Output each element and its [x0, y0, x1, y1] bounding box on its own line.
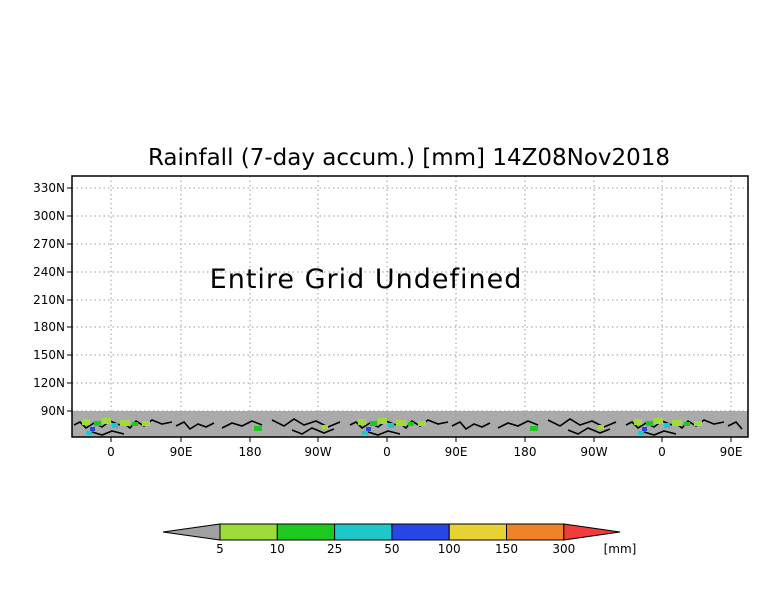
rain-patch [634, 419, 642, 425]
coastline [643, 430, 677, 436]
rain-patch [638, 431, 644, 435]
rain-patch [358, 419, 366, 425]
rain-patch [90, 427, 95, 431]
rain-patch [418, 421, 426, 426]
colorbar-label: 100 [438, 542, 461, 556]
rain-patch [102, 418, 111, 424]
coastline [291, 427, 335, 435]
rain-patch [684, 422, 690, 426]
rain-patch [396, 420, 406, 426]
rain-patch [598, 425, 604, 429]
rain-patch [654, 418, 663, 424]
y-tick-label: 180N [33, 320, 65, 334]
x-tick-label: 90E [445, 445, 468, 459]
chart-title: Rainfall (7-day accum.) [mm] 14Z08Nov201… [148, 145, 670, 171]
rain-patch [664, 423, 670, 428]
x-tick-label: 90E [720, 445, 743, 459]
y-tick-label: 150N [33, 348, 65, 362]
y-tick-label: 330N [33, 181, 65, 195]
colorbar-label: 25 [327, 542, 342, 556]
x-tick-label: 180 [514, 445, 537, 459]
y-tick-label: 210N [33, 293, 65, 307]
colorbar: 5 10 25 50 100 150 300 [mm] [162, 523, 637, 556]
coastline [727, 421, 743, 430]
rain-patch [86, 431, 92, 435]
rain-patch [694, 421, 702, 426]
coastline [567, 427, 611, 435]
y-tick-label: 120N [33, 376, 65, 390]
y-tick-label: 300N [33, 209, 65, 223]
colorbar-swatch [334, 523, 393, 541]
colorbar-swatch [219, 523, 278, 541]
coastline [175, 421, 215, 431]
colorbar-label: 5 [216, 542, 224, 556]
rain-patch [378, 418, 387, 424]
rain-patch [112, 423, 118, 428]
x-tick-label: 90W [580, 445, 607, 459]
undefined-grid-message: Entire Grid Undefined [210, 264, 523, 295]
coastline [367, 430, 401, 436]
rain-patch [120, 420, 130, 426]
y-tick-label: 240N [33, 265, 65, 279]
rain-patch [642, 427, 647, 431]
coastline [91, 430, 125, 436]
rain-patch [142, 421, 150, 426]
colorbar-swatch [448, 523, 508, 541]
colorbar-label: 300 [552, 542, 575, 556]
x-tick-label: 0 [658, 445, 666, 459]
x-tick-label: 0 [107, 445, 115, 459]
colorbar-swatch [276, 523, 336, 541]
x-tick-label: 90W [304, 445, 331, 459]
colorbar-swatch [506, 523, 565, 541]
rain-patch [82, 419, 90, 425]
rain-patch [408, 422, 414, 426]
rain-patch [388, 423, 394, 428]
rain-patch [672, 420, 682, 426]
rain-patch [530, 426, 538, 431]
rain-patch [362, 431, 368, 435]
colorbar-under-arrow [162, 523, 221, 541]
colorbar-label: 150 [495, 542, 518, 556]
coastline [451, 421, 491, 431]
colorbar-label: 10 [270, 542, 285, 556]
colorbar-swatch [391, 523, 450, 541]
rain-patch [132, 422, 138, 426]
rain-patch [366, 427, 371, 431]
rain-patch [646, 421, 653, 426]
colorbar-label: 50 [384, 542, 399, 556]
coastline [497, 420, 539, 429]
y-tick-label: 270N [33, 237, 65, 251]
x-tick-label: 180 [239, 445, 262, 459]
plot-frame [71, 175, 749, 438]
x-tick-label: 0 [383, 445, 391, 459]
colorbar-over-arrow [563, 523, 621, 541]
rain-patch [322, 425, 328, 429]
rain-patch [370, 421, 377, 426]
rain-patch [94, 421, 101, 426]
x-tick-label: 90E [170, 445, 193, 459]
plot-area: 90N 120N 150N 180N 210N 240N 270N 300N 330N 0 90E 1… [33, 175, 749, 459]
rain-patch [254, 426, 262, 431]
colorbar-unit: [mm] [604, 542, 637, 556]
coastline [221, 420, 263, 429]
y-tick-label: 90N [41, 404, 65, 418]
